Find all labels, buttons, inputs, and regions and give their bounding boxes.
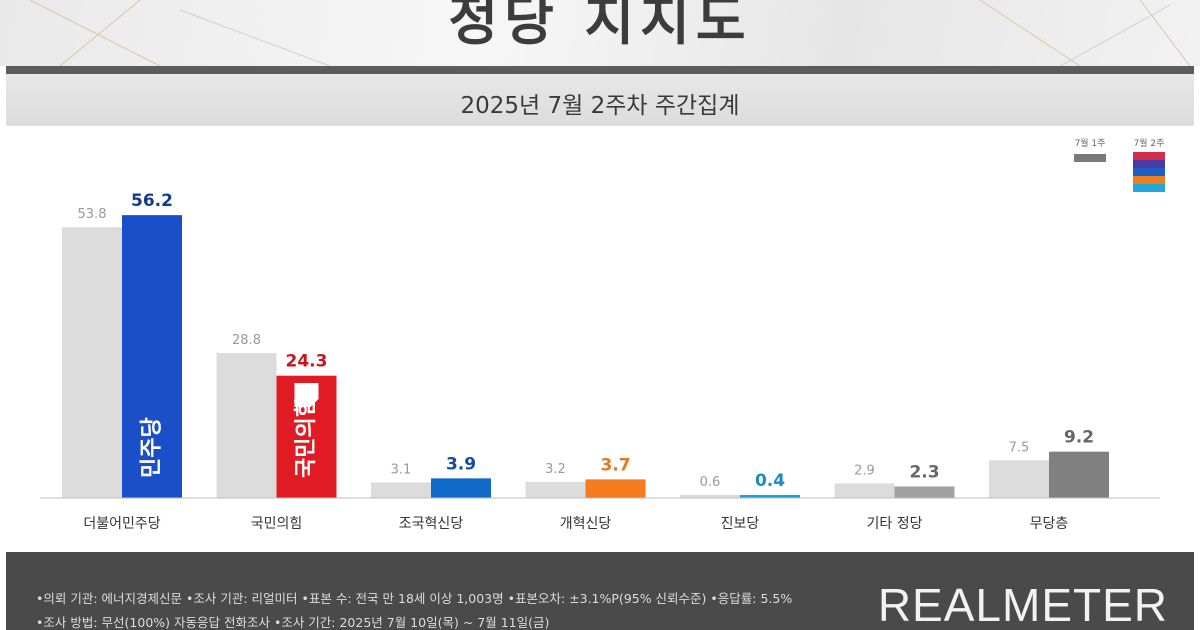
bar-current-5 <box>894 486 955 498</box>
value-label-current-1: 24.3 <box>286 352 328 372</box>
page-title: 정당 지지도 <box>448 0 752 52</box>
category-label-5: 기타 정당 <box>867 516 923 532</box>
chart-subtitle: 2025년 7월 2주차 주간집계 <box>460 93 740 119</box>
legend-label-prev: 7월 1주 <box>1075 137 1106 149</box>
bar-prev-4 <box>680 494 740 498</box>
value-label-prev-4: 0.6 <box>700 475 721 490</box>
bar-current-4 <box>740 495 800 498</box>
value-label-current-6: 9.2 <box>1064 428 1094 448</box>
bar-prev-6 <box>989 460 1049 498</box>
value-label-current-0: 56.2 <box>131 191 173 211</box>
value-label-current-2: 3.9 <box>446 454 476 474</box>
legend-swatch-current-2 <box>1133 168 1165 176</box>
bar-current-3 <box>585 479 646 498</box>
value-label-prev-2: 3.1 <box>391 462 412 477</box>
value-label-prev-5: 2.9 <box>854 463 875 478</box>
party-support-chart: 53.8 56.2 더불어민주당 28.8 24.3 국민의힘 3.1 3.9 조국혁신당 3.2… <box>40 137 1165 532</box>
realmeter-logo: REALMETER <box>877 579 1168 630</box>
bar-prev-5 <box>834 483 895 498</box>
bar-prev-0 <box>62 227 122 498</box>
footer: •의뢰 기관: 에너지경제신문 •조사 기관: 리얼미터 •표본 수: 전국 만… <box>6 552 1194 630</box>
bar-prev-1 <box>216 353 277 498</box>
bar-current-6 <box>1049 451 1109 498</box>
legend-swatch-current-1 <box>1133 160 1165 168</box>
category-label-2: 조국혁신당 <box>399 516 464 532</box>
legend-swatch-current-4 <box>1133 184 1165 192</box>
bar-prev-2 <box>371 482 431 498</box>
value-label-current-3: 3.7 <box>600 455 630 475</box>
category-label-4: 진보당 <box>721 516 760 532</box>
legend-swatch-prev <box>1074 154 1106 162</box>
category-label-1: 국민의힘 <box>251 516 303 532</box>
header-divider <box>6 66 1194 74</box>
party-logo-0: 민주당 <box>140 417 165 478</box>
survey-info-line-2: •조사 방법: 무선(100%) 자동응답 전화조사 •조사 기간: 2025년… <box>36 615 550 630</box>
party-logo-1: 국민의힘 <box>294 397 319 478</box>
value-label-prev-0: 53.8 <box>78 207 107 222</box>
value-label-current-5: 2.3 <box>909 462 939 482</box>
ppp-mark-icon <box>294 383 319 407</box>
value-label-prev-6: 7.5 <box>1009 440 1030 455</box>
legend-swatch-current-3 <box>1133 176 1165 184</box>
value-label-current-4: 0.4 <box>755 471 785 491</box>
subtitle-band: 2025년 7월 2주차 주간집계 <box>6 74 1194 126</box>
decorative-lines <box>29 0 1191 66</box>
category-label-3: 개혁신당 <box>560 516 612 532</box>
value-label-prev-1: 28.8 <box>232 333 261 348</box>
value-label-prev-3: 3.2 <box>545 462 566 477</box>
category-label-0: 더불어민주당 <box>83 516 160 532</box>
legend-swatch-current-0 <box>1133 152 1165 160</box>
bar-prev-3 <box>525 481 586 498</box>
legend-label-current: 7월 2주 <box>1134 137 1165 149</box>
category-label-6: 무당층 <box>1030 516 1069 532</box>
bar-current-2 <box>431 478 491 498</box>
bar-current-0 <box>122 215 182 499</box>
survey-info-line-1: •의뢰 기관: 에너지경제신문 •조사 기관: 리얼미터 •표본 수: 전국 만… <box>36 591 793 606</box>
header-banner: 정당 지지도 <box>0 0 1200 66</box>
